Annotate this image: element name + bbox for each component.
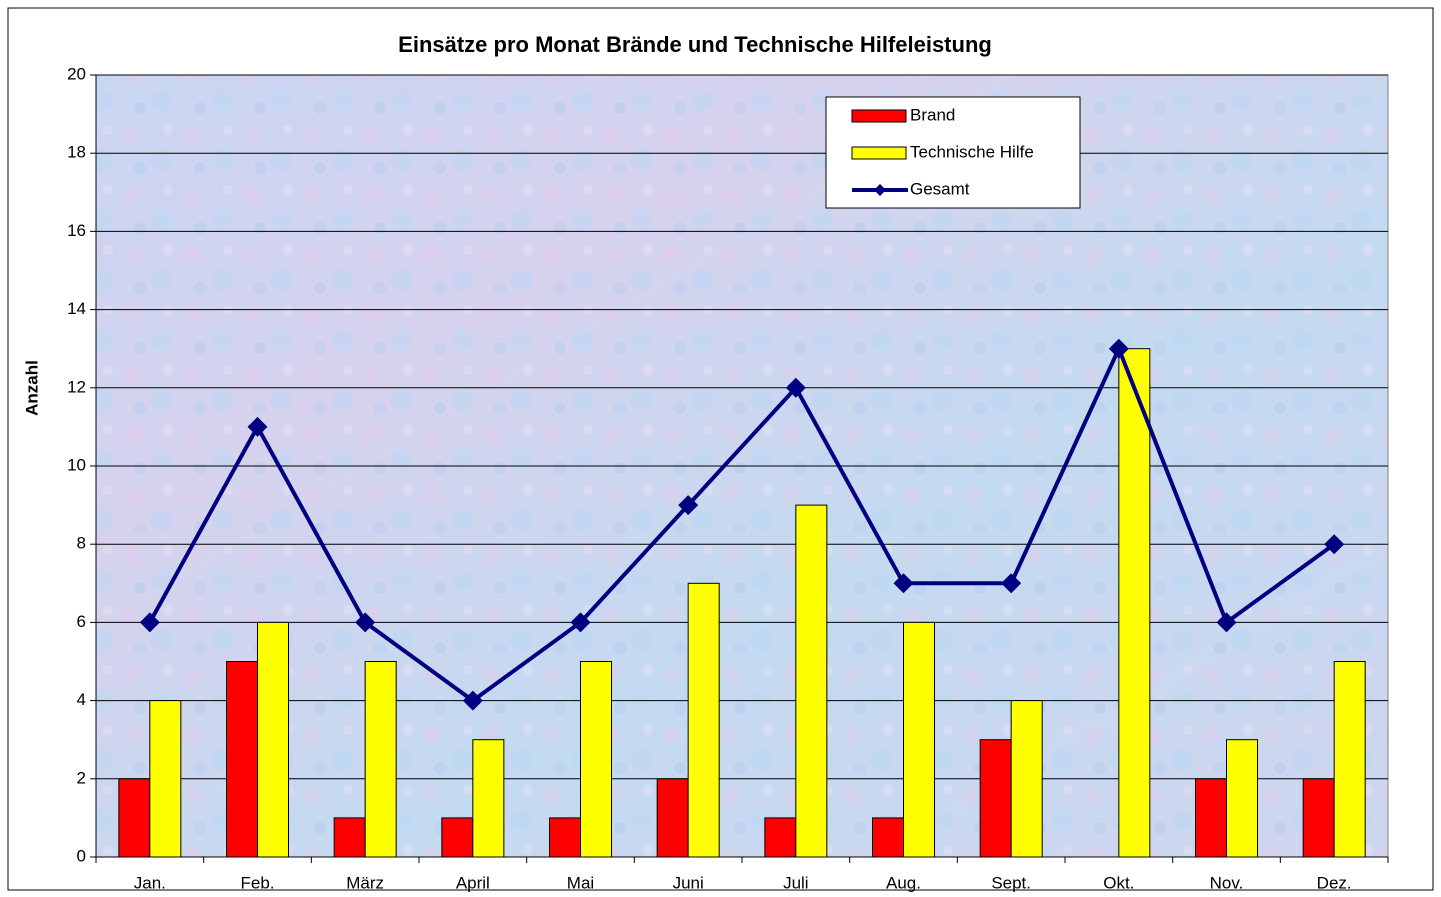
bar bbox=[441, 817, 474, 858]
legend-label: Gesamt bbox=[910, 179, 970, 198]
x-tick-label: Mai bbox=[567, 873, 594, 892]
marker bbox=[785, 377, 806, 398]
y-tick-label: 18 bbox=[67, 143, 86, 162]
bar bbox=[687, 582, 720, 858]
bar bbox=[333, 817, 366, 858]
marker bbox=[570, 612, 591, 633]
marker bbox=[893, 573, 914, 594]
x-tick-label: Feb. bbox=[240, 873, 274, 892]
bar bbox=[472, 739, 505, 858]
marker bbox=[1324, 534, 1345, 555]
marker bbox=[139, 612, 160, 633]
marker bbox=[247, 416, 268, 437]
x-tick-label: Nov. bbox=[1210, 873, 1244, 892]
bar bbox=[1010, 700, 1043, 858]
y-tick-label: 10 bbox=[67, 455, 86, 474]
legend-swatch bbox=[851, 146, 907, 160]
bar bbox=[149, 700, 182, 858]
bar bbox=[364, 661, 397, 858]
bar bbox=[118, 778, 151, 858]
marker bbox=[1108, 338, 1129, 359]
y-axis-title: Anzahl bbox=[22, 360, 41, 416]
x-tick-label: April bbox=[456, 873, 490, 892]
bar bbox=[979, 739, 1012, 858]
legend-swatch bbox=[851, 109, 907, 123]
bar bbox=[656, 778, 689, 858]
y-tick-label: 12 bbox=[67, 377, 86, 396]
legend-marker bbox=[874, 184, 886, 196]
legend-label: Brand bbox=[910, 105, 955, 124]
bar bbox=[903, 621, 935, 858]
x-tick-label: Juli bbox=[783, 873, 809, 892]
marker bbox=[462, 690, 483, 711]
y-tick-label: 20 bbox=[67, 64, 86, 83]
x-tick-label: Jan. bbox=[134, 873, 166, 892]
bar bbox=[795, 504, 828, 858]
bar bbox=[1195, 778, 1227, 858]
bar bbox=[257, 621, 289, 858]
bar bbox=[764, 817, 797, 858]
bar bbox=[226, 661, 258, 858]
x-tick-label: Juni bbox=[673, 873, 704, 892]
legend-label: Technische Hilfe bbox=[910, 142, 1034, 161]
y-tick-label: 8 bbox=[77, 534, 86, 553]
chart-title: Einsätze pro Monat Brände und Technische… bbox=[398, 32, 992, 57]
bar bbox=[549, 817, 581, 858]
bar bbox=[1118, 348, 1151, 858]
x-tick-label: Sept. bbox=[991, 873, 1031, 892]
y-tick-label: 0 bbox=[77, 846, 86, 865]
y-tick-label: 16 bbox=[67, 221, 86, 240]
bar bbox=[1333, 661, 1366, 858]
bar bbox=[1302, 778, 1335, 858]
bar bbox=[872, 817, 904, 858]
y-tick-label: 4 bbox=[77, 690, 86, 709]
bar bbox=[580, 661, 612, 858]
marker bbox=[355, 612, 376, 633]
y-tick-label: 6 bbox=[77, 612, 86, 631]
x-tick-label: Aug. bbox=[886, 873, 921, 892]
x-tick-label: März bbox=[346, 873, 384, 892]
y-tick-label: 2 bbox=[77, 768, 86, 787]
x-tick-label: Okt. bbox=[1103, 873, 1134, 892]
y-tick-label: 14 bbox=[67, 299, 86, 318]
marker bbox=[1001, 573, 1022, 594]
line bbox=[148, 343, 1336, 704]
x-tick-label: Dez. bbox=[1317, 873, 1352, 892]
marker bbox=[1216, 612, 1237, 633]
marker bbox=[678, 495, 699, 516]
bar bbox=[1226, 739, 1258, 858]
